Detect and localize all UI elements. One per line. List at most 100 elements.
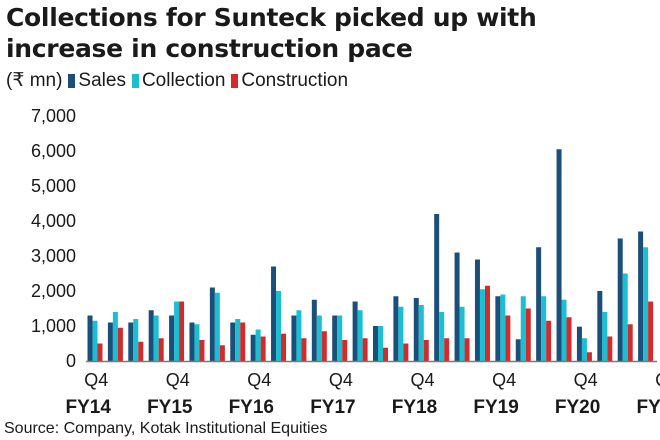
bar-collection bbox=[479, 289, 485, 361]
bar-collection bbox=[214, 292, 220, 361]
bar-collection bbox=[643, 247, 649, 361]
bar-collection bbox=[357, 310, 363, 361]
bar-sales bbox=[128, 322, 134, 361]
x-tick-fiscal-year-label: FY16 bbox=[229, 397, 274, 418]
x-tick-quarter-label: Q4 bbox=[329, 370, 353, 390]
bar-collection bbox=[561, 299, 567, 361]
bar-collection bbox=[92, 320, 98, 361]
bar-collection bbox=[153, 315, 159, 361]
bar-sales bbox=[332, 315, 338, 361]
bar-construction bbox=[158, 338, 164, 361]
y-tick-label: 7,000 bbox=[31, 106, 76, 126]
bar-construction bbox=[260, 336, 266, 361]
source-note: Source: Company, Kotak Institutional Equ… bbox=[4, 420, 328, 437]
x-tick-fiscal-year-label: FY14 bbox=[65, 397, 111, 418]
bar-collection bbox=[520, 296, 526, 361]
legend-item-sales: Sales bbox=[68, 70, 126, 92]
bar-construction bbox=[179, 301, 185, 361]
bar-construction bbox=[342, 340, 348, 361]
bar-construction bbox=[464, 338, 470, 361]
bar-construction bbox=[648, 301, 654, 361]
legend-swatch-sales bbox=[68, 74, 76, 88]
bar-sales bbox=[87, 315, 93, 361]
chart-title: Collections for Sunteck picked up with i… bbox=[6, 3, 537, 63]
bar-construction bbox=[403, 343, 409, 361]
bar-sales bbox=[271, 266, 277, 361]
bar-sales bbox=[250, 334, 256, 361]
bar-sales bbox=[576, 326, 582, 361]
x-tick-fiscal-year-label: FY19 bbox=[473, 397, 518, 418]
legend-label-collection: Collection bbox=[141, 70, 226, 91]
bar-collection bbox=[418, 305, 424, 361]
bar-construction bbox=[321, 331, 327, 361]
bar-sales bbox=[474, 259, 480, 361]
legend-swatch-collection bbox=[131, 74, 139, 88]
y-tick-label: 3,000 bbox=[31, 246, 76, 266]
bar-construction bbox=[505, 315, 511, 361]
legend-item-collection: Collection bbox=[131, 70, 226, 92]
bar-construction bbox=[97, 343, 103, 361]
bar-construction bbox=[117, 327, 123, 361]
bar-construction bbox=[423, 340, 429, 361]
legend-label-sales: Sales bbox=[78, 70, 126, 91]
bar-sales bbox=[638, 231, 644, 361]
bar-sales bbox=[556, 149, 562, 361]
y-tick-label: 5,000 bbox=[31, 176, 76, 196]
x-tick-quarter-label: Q4 bbox=[574, 370, 598, 390]
bar-collection bbox=[112, 312, 118, 361]
y-tick-label: 4,000 bbox=[31, 211, 76, 231]
bar-collection bbox=[255, 329, 261, 361]
legend-swatch-construction bbox=[231, 74, 239, 88]
bar-collection bbox=[602, 312, 608, 361]
bar-collection bbox=[133, 319, 139, 361]
bar-construction bbox=[219, 345, 225, 361]
bar-collection bbox=[194, 324, 200, 361]
bar-collection bbox=[500, 294, 506, 361]
bar-collection bbox=[439, 312, 445, 361]
bar-sales bbox=[107, 322, 113, 361]
bar-construction bbox=[301, 338, 307, 361]
bar-collection bbox=[174, 301, 180, 361]
bar-sales bbox=[597, 291, 603, 361]
bar-sales bbox=[352, 301, 358, 361]
bar-collection bbox=[337, 315, 343, 361]
bar-collection bbox=[316, 315, 322, 361]
bar-construction bbox=[484, 285, 490, 361]
x-tick-quarter-label: Q4 bbox=[247, 370, 271, 390]
bar-sales bbox=[373, 326, 378, 361]
legend-item-construction: Construction bbox=[231, 70, 348, 92]
x-tick-quarter-label: Q4 bbox=[84, 370, 108, 390]
bar-collection bbox=[276, 291, 282, 361]
bar-construction bbox=[199, 340, 205, 361]
bar-collection bbox=[622, 273, 628, 361]
bar-construction bbox=[138, 341, 144, 361]
x-tick-quarter-label: Q4 bbox=[492, 370, 516, 390]
x-tick-quarter-label: Q4 bbox=[166, 370, 190, 390]
x-tick-fiscal-year-label: FY15 bbox=[147, 397, 193, 418]
x-tick-fiscal-year-label: FY21 bbox=[636, 397, 660, 418]
bar-sales bbox=[209, 287, 215, 361]
bar-sales bbox=[413, 298, 419, 361]
x-tick-fiscal-year-label: FY20 bbox=[555, 397, 600, 418]
bar-construction bbox=[362, 338, 368, 361]
bar-sales bbox=[515, 339, 521, 361]
bar-sales bbox=[291, 315, 297, 361]
bar-construction bbox=[281, 333, 287, 361]
bar-construction bbox=[586, 352, 592, 361]
bar-sales bbox=[617, 238, 623, 361]
bar-sales bbox=[148, 310, 154, 361]
bar-sales bbox=[169, 315, 175, 361]
legend: (₹ mn) Sales Collection Construction bbox=[6, 70, 354, 92]
y-tick-label: 0 bbox=[66, 351, 76, 371]
bar-construction bbox=[627, 324, 633, 361]
bar-collection bbox=[378, 326, 383, 361]
bar-collection bbox=[296, 310, 302, 361]
bar-collection bbox=[581, 338, 587, 361]
legend-label-construction: Construction bbox=[241, 70, 349, 91]
bar-collection bbox=[398, 306, 404, 361]
bar-sales bbox=[230, 322, 236, 361]
bar-construction bbox=[525, 308, 531, 361]
bar-collection bbox=[541, 296, 547, 361]
bar-sales bbox=[311, 299, 317, 361]
